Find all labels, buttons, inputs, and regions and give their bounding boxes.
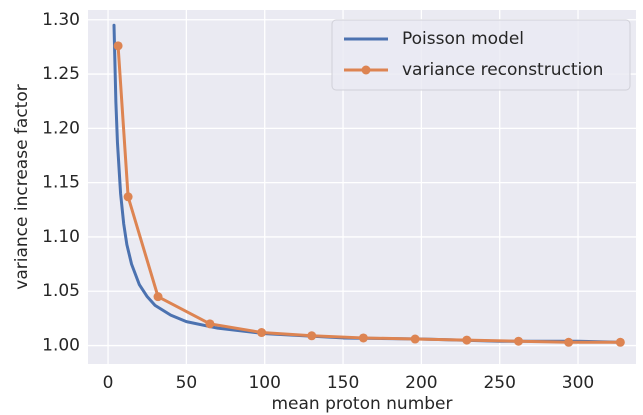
series-line — [116, 44, 622, 344]
x-axis-label: mean proton number — [271, 394, 452, 414]
data-point — [358, 333, 368, 343]
x-tick-label: 100 — [248, 373, 280, 393]
y-tick-label: 1.00 — [42, 336, 80, 356]
y-tick-label: 1.15 — [42, 173, 80, 193]
data-point — [514, 336, 524, 346]
data-point — [615, 337, 625, 347]
legend-label: variance reconstruction — [402, 60, 603, 80]
y-tick-label: 1.30 — [42, 10, 80, 30]
data-point — [153, 292, 163, 302]
data-point — [123, 192, 133, 202]
data-point — [564, 337, 574, 347]
y-tick-label: 1.05 — [42, 281, 80, 301]
data-point — [205, 319, 215, 329]
y-tick-label: 1.10 — [42, 227, 80, 247]
y-tick-label: 1.20 — [42, 118, 80, 138]
x-tick-label: 0 — [103, 373, 114, 393]
y-tick-label: 1.25 — [42, 64, 80, 84]
legend-label: Poisson model — [402, 29, 524, 49]
data-point — [410, 334, 420, 344]
x-tick-label: 300 — [562, 373, 594, 393]
x-tick-label: 150 — [327, 373, 359, 393]
data-point — [257, 328, 267, 338]
data-point — [113, 41, 123, 51]
x-tick-label: 200 — [405, 373, 437, 393]
x-tick-label: 50 — [176, 373, 198, 393]
legend-box — [331, 19, 631, 91]
x-tick-label: 250 — [483, 373, 515, 393]
data-point — [307, 331, 317, 341]
y-axis-label: variance increase factor — [12, 84, 32, 289]
legend-marker — [361, 65, 371, 75]
data-point — [462, 335, 472, 345]
